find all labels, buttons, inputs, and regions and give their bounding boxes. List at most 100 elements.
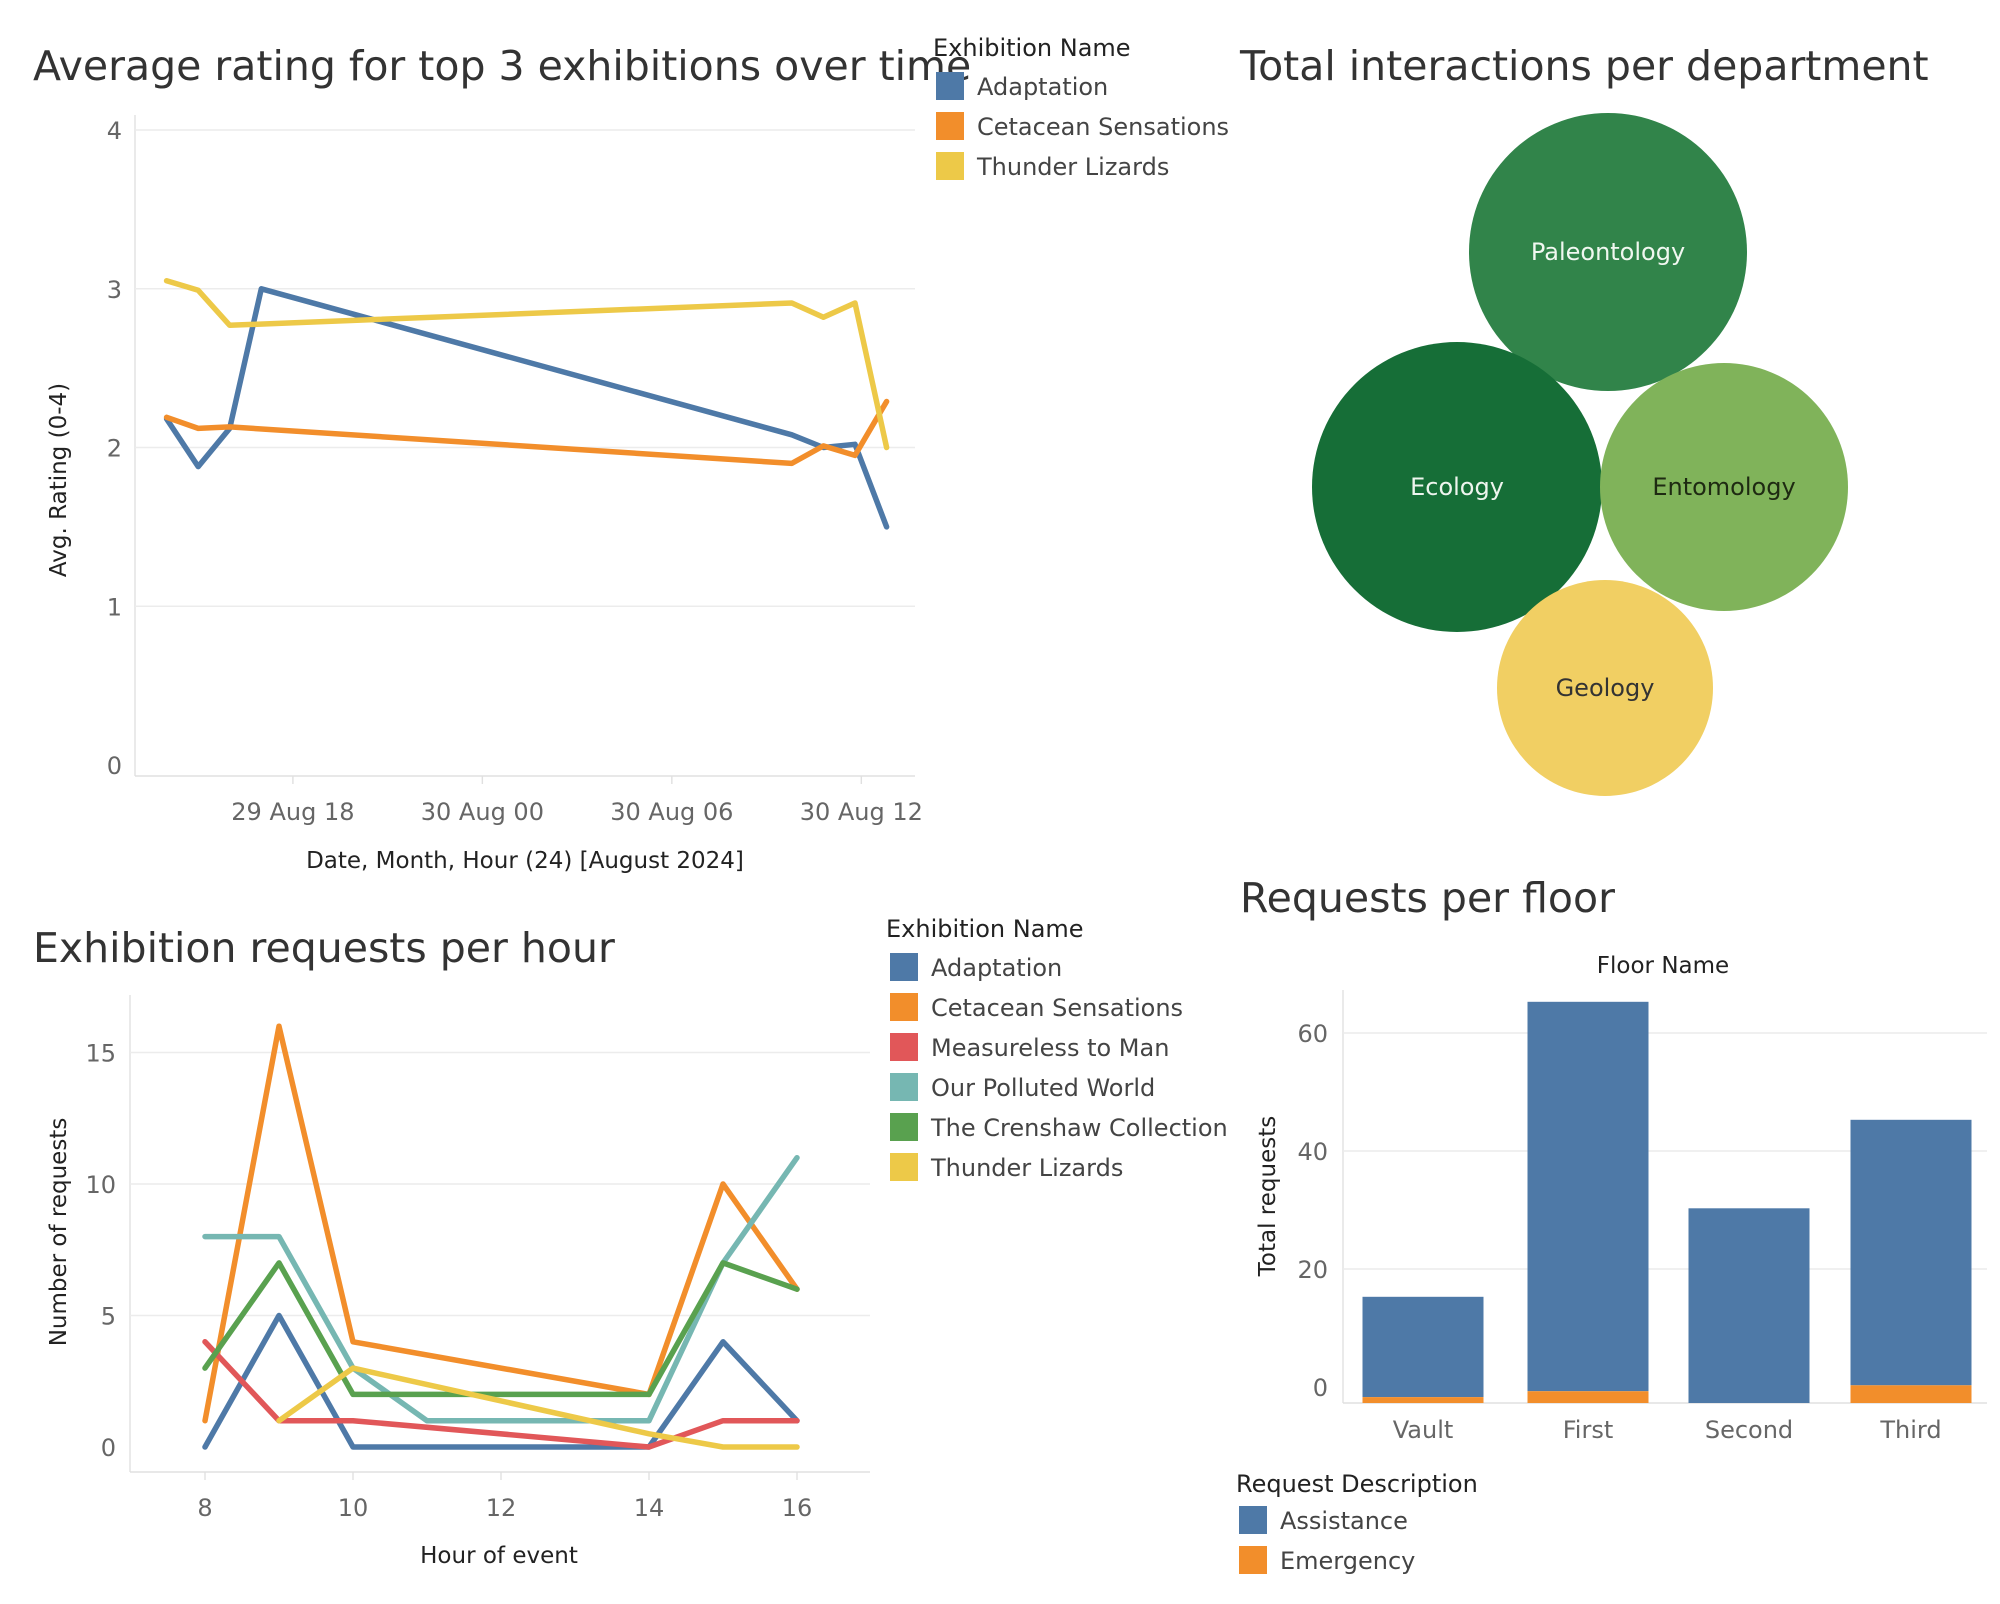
- requests-chart-x-label: Hour of event: [420, 1543, 578, 1569]
- legend-label: Cetacean Sensations: [931, 994, 1183, 1022]
- floor-chart-bars: [1362, 1001, 1972, 1403]
- x-tick-label: 14: [634, 1494, 665, 1522]
- floor-chart-legend: Request Description Assistance Emergency: [1236, 1470, 1478, 1575]
- x-tick-label: 10: [338, 1494, 369, 1522]
- y-tick-label: 2: [107, 435, 122, 463]
- requests-per-hour-chart: Exhibition requests per hour 0 5 10 15 8 10 1…: [33, 915, 1228, 1569]
- series-line-the-crenshaw-collection: [202, 1260, 800, 1398]
- bubble-label: Paleontology: [1531, 238, 1685, 266]
- legend-label: Measureless to Man: [931, 1034, 1169, 1062]
- requests-chart-y-label: Number of requests: [46, 1118, 72, 1347]
- y-tick-label: 40: [1297, 1138, 1328, 1166]
- y-tick-label: 0: [1313, 1374, 1328, 1402]
- bubble-label: Entomology: [1652, 473, 1795, 501]
- floor-legend-title: Request Description: [1236, 1470, 1478, 1498]
- bar-emergency-third: [1850, 1385, 1972, 1403]
- rating-chart-x-ticks: 29 Aug 18 30 Aug 00 30 Aug 06 30 Aug 12: [231, 776, 923, 826]
- x-tick-label: 8: [197, 1494, 212, 1522]
- x-tick-label: Third: [1879, 1416, 1941, 1444]
- floor-chart-x-ticks: Vault First Second Third: [1393, 1416, 1942, 1444]
- bubble-ecology: [1312, 342, 1602, 632]
- y-tick-label: 0: [101, 1434, 116, 1462]
- bubble-chart-title: Total interactions per department: [1239, 42, 1929, 90]
- rating-chart-y-label: Avg. Rating (0-4): [46, 383, 72, 577]
- floor-chart-y-label: Total requests: [1255, 1116, 1281, 1277]
- legend-swatch-measureless-to-man: [890, 1033, 918, 1061]
- legend-swatch-adaptation: [890, 953, 918, 981]
- floor-column-header: Floor Name: [1597, 953, 1729, 979]
- y-tick-label: 60: [1297, 1020, 1328, 1048]
- bar-assistance-second: [1688, 1208, 1810, 1403]
- series-line-adaptation: [163, 286, 890, 530]
- requests-chart-grid: [129, 995, 870, 1473]
- requests-chart-lines: [202, 1023, 800, 1450]
- x-tick-label: First: [1563, 1416, 1614, 1444]
- bubble-label: Geology: [1556, 674, 1655, 702]
- bar-emergency-first: [1527, 1391, 1649, 1403]
- legend-label: Emergency: [1280, 1547, 1415, 1575]
- legend-swatch-cetacean-sensations: [936, 112, 964, 140]
- bar-emergency-vault: [1362, 1397, 1484, 1403]
- rating-chart: Average rating for top 3 exhibitions ove…: [33, 34, 1229, 874]
- requests-chart-y-ticks: 0 5 10 15: [85, 1040, 116, 1463]
- floor-chart-title: Requests per floor: [1240, 874, 1615, 922]
- rating-chart-lines: [163, 278, 890, 530]
- requests-chart-legend: Exhibition Name Adaptation Cetacean Sensa…: [886, 915, 1228, 1182]
- bubbles: Paleontology Ecology Entomology Geology: [1312, 113, 1848, 796]
- bubble-entomology: [1600, 363, 1848, 611]
- department-bubble-chart: Total interactions per department Paleon…: [1239, 42, 1929, 796]
- legend-swatch-thunder-lizards: [936, 152, 964, 180]
- series-line-adaptation: [202, 1312, 800, 1450]
- bubble-label: Ecology: [1410, 473, 1504, 501]
- legend-swatch-adaptation: [936, 72, 964, 100]
- y-tick-label: 4: [107, 117, 122, 145]
- bar-assistance-third: [1850, 1119, 1972, 1386]
- series-line-cetacean-sensations: [163, 398, 890, 467]
- rating-chart-legend: Exhibition Name Adaptation Cetacean Sensa…: [933, 34, 1229, 181]
- legend-label: Thunder Lizards: [976, 153, 1169, 181]
- x-tick-label: 30 Aug 00: [421, 798, 544, 826]
- y-tick-label: 5: [101, 1303, 116, 1331]
- legend-swatch-our-polluted-world: [890, 1073, 918, 1101]
- legend-swatch-thunder-lizards: [890, 1153, 918, 1181]
- bubble-geology: [1497, 580, 1713, 796]
- bubble-paleontology: [1469, 113, 1747, 391]
- x-tick-label: 16: [782, 1494, 813, 1522]
- y-tick-label: 0: [107, 752, 122, 780]
- legend-label: The Crenshaw Collection: [930, 1114, 1228, 1142]
- y-tick-label: 1: [107, 593, 122, 621]
- x-tick-label: 30 Aug 06: [610, 798, 733, 826]
- requests-legend-title: Exhibition Name: [886, 915, 1084, 943]
- rating-chart-y-ticks: 0 1 2 3 4: [107, 117, 122, 780]
- rating-legend-title: Exhibition Name: [933, 34, 1131, 62]
- y-tick-label: 15: [85, 1040, 116, 1068]
- rating-chart-title: Average rating for top 3 exhibitions ove…: [33, 42, 971, 90]
- x-tick-label: Vault: [1393, 1416, 1454, 1444]
- bar-assistance-vault: [1362, 1296, 1484, 1398]
- series-line-thunder-lizards: [276, 1365, 800, 1450]
- y-tick-label: 20: [1297, 1256, 1328, 1284]
- legend-label: Cetacean Sensations: [977, 113, 1229, 141]
- x-tick-label: Second: [1705, 1416, 1793, 1444]
- y-tick-label: 3: [107, 276, 122, 304]
- legend-label: Thunder Lizards: [930, 1154, 1123, 1182]
- series-line-measureless-to-man: [202, 1339, 800, 1450]
- requests-per-floor-chart: Requests per floor Floor Name 0 20 40 60 Va…: [1236, 874, 1987, 1575]
- x-tick-label: 29 Aug 18: [231, 798, 354, 826]
- legend-swatch-cetacean-sensations: [890, 993, 918, 1021]
- requests-chart-x-ticks: 8 10 12 14 16: [197, 1472, 812, 1522]
- requests-chart-title: Exhibition requests per hour: [33, 924, 615, 972]
- floor-chart-y-ticks: 0 20 40 60: [1297, 1020, 1328, 1402]
- series-line-thunder-lizards: [163, 278, 890, 451]
- legend-label: Adaptation: [931, 954, 1062, 982]
- legend-label: Assistance: [1280, 1507, 1408, 1535]
- legend-label: Adaptation: [977, 73, 1108, 101]
- bar-assistance-first: [1527, 1001, 1649, 1392]
- series-line-cetacean-sensations: [202, 1023, 800, 1424]
- y-tick-label: 10: [85, 1171, 116, 1199]
- legend-swatch-assistance: [1239, 1506, 1267, 1534]
- legend-swatch-the-crenshaw-collection: [890, 1113, 918, 1141]
- x-tick-label: 30 Aug 12: [800, 798, 923, 826]
- legend-swatch-emergency: [1239, 1546, 1267, 1574]
